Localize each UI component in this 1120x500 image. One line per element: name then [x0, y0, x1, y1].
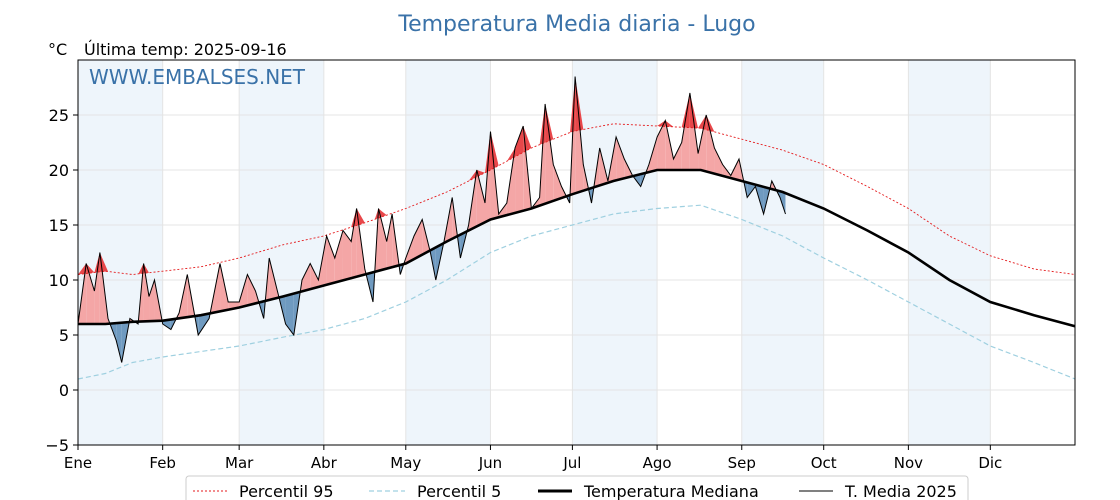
x-tick-label: Mar	[225, 454, 254, 472]
fill-below-median	[162, 319, 171, 330]
fill-above-median	[342, 230, 352, 281]
month-band	[908, 60, 991, 445]
fill-above-p95	[506, 148, 516, 162]
fill-above-median	[334, 230, 343, 283]
series-lines	[77, 76, 1076, 380]
legend-label-current: T. Media 2025	[844, 482, 957, 500]
y-tick-label: 25	[49, 106, 69, 125]
fill-above-p95	[351, 208, 357, 228]
month-shading	[78, 60, 991, 445]
y-tick-label: 20	[49, 161, 69, 180]
fill-above-p95	[575, 76, 584, 131]
x-tick-label: Ene	[64, 454, 92, 472]
fill-above-p95	[490, 131, 499, 170]
fill-above-median	[386, 214, 393, 269]
fill-above-median	[326, 236, 335, 285]
series-line-p5	[77, 204, 1076, 380]
fill-below-median	[116, 322, 122, 363]
watermark: WWW.EMBALSES.NET	[89, 65, 306, 89]
y-tick-label: −5	[45, 436, 69, 455]
fill-above-median	[86, 263, 95, 324]
fill-above-median	[351, 208, 357, 279]
fill-above-p95	[484, 131, 491, 173]
fill-below-median	[285, 293, 294, 335]
fill-above-p95	[665, 120, 674, 127]
y-axis: −5 0 5 10 15 20 25	[45, 106, 78, 455]
y-tick-label: 10	[49, 271, 69, 290]
fill-below-median	[198, 313, 210, 335]
x-tick-label: Jul	[562, 454, 581, 472]
fill-above-median	[648, 137, 658, 173]
legend: Percentil 95 Percentil 5 Temperatura Med…	[185, 475, 969, 500]
month-band	[741, 60, 824, 445]
fill-above-median	[476, 170, 485, 227]
x-tick-label: Abr	[311, 454, 338, 472]
legend-label-p5: Percentil 5	[417, 482, 501, 500]
fill-above-p95	[681, 93, 690, 128]
fill-above-p95	[138, 263, 144, 274]
series-line-p95	[77, 123, 1076, 275]
fill-above-median	[665, 120, 674, 170]
chart-title: Temperatura Media diaria - Lugo	[397, 12, 755, 37]
fill-above-median	[301, 263, 311, 292]
plot-frame	[77, 59, 1076, 446]
fill-above-median	[673, 142, 682, 170]
fill-above-p95	[468, 170, 477, 181]
series-line-current	[77, 76, 786, 363]
x-tick-label: Feb	[149, 454, 176, 472]
fill-above-median	[730, 159, 740, 181]
x-tick-label: Sep	[728, 454, 756, 472]
fill-above-p95	[706, 115, 715, 132]
fill-above-median	[714, 148, 723, 176]
fill-above-median	[269, 258, 278, 300]
fill-above-p95	[689, 93, 699, 129]
x-tick-label: Nov	[894, 454, 923, 472]
fill-above-median	[310, 263, 319, 290]
legend-label-p95: Percentil 95	[239, 482, 334, 500]
fill-above-median	[247, 274, 256, 306]
fill-above-median	[378, 208, 387, 271]
fill-above-p95	[476, 170, 485, 177]
fill-above-median	[143, 263, 150, 322]
month-band	[78, 60, 163, 445]
fill-above-p95	[545, 104, 554, 143]
fill-above-median	[553, 164, 562, 201]
x-tick-label: Ago	[643, 454, 672, 472]
x-tick-label: Oct	[811, 454, 837, 472]
legend-label-median: Temperatura Mediana	[583, 482, 759, 500]
month-band	[239, 60, 324, 445]
fill-above-p95	[94, 252, 100, 273]
fill-below-median	[747, 182, 756, 198]
y-tick-label: 15	[49, 216, 69, 235]
legend-box	[185, 475, 969, 500]
fill-above-median	[616, 137, 625, 181]
last-temp-label: Última temp: 2025-09-16	[84, 40, 287, 59]
x-tick-label: Dic	[978, 454, 1002, 472]
fill-above-p95	[78, 263, 87, 275]
fill-above-median	[413, 219, 423, 260]
fill-above-p95	[515, 126, 524, 157]
y-tick-label: 5	[59, 326, 69, 345]
fill-above-median	[498, 203, 507, 218]
series-line-median	[78, 168, 1076, 328]
x-tick-label: Jun	[478, 454, 502, 472]
x-tick-label: May	[390, 454, 421, 472]
x-axis: Ene Feb Mar Abr May Jun Jul Ago Sep Oct Nov Dic	[64, 445, 1002, 472]
fill-above-median	[149, 280, 155, 322]
y-tick-label: 0	[59, 381, 69, 400]
month-band	[572, 60, 658, 445]
fill-above-p95	[570, 76, 576, 133]
unit-label: °C	[48, 40, 67, 59]
